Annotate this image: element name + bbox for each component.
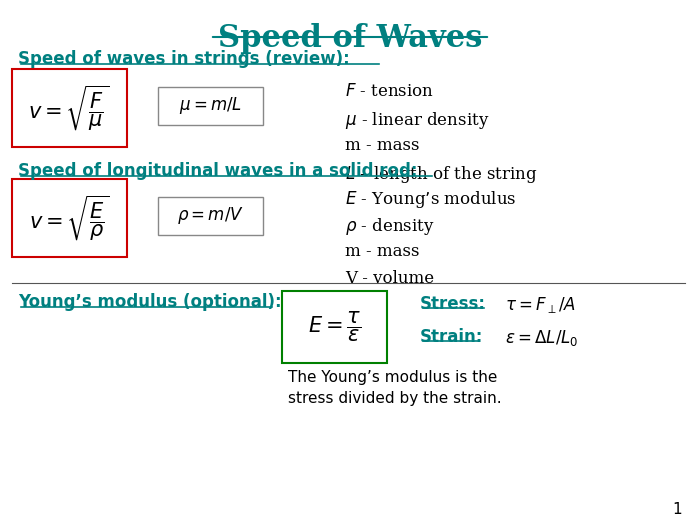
Text: $\rho$ - density: $\rho$ - density [345, 216, 435, 237]
FancyBboxPatch shape [12, 179, 127, 257]
FancyBboxPatch shape [158, 87, 263, 125]
Text: Stress:: Stress: [420, 295, 486, 313]
Text: Speed of waves in strings (review):: Speed of waves in strings (review): [18, 50, 350, 68]
Text: $E = \dfrac{\tau}{\varepsilon}$: $E = \dfrac{\tau}{\varepsilon}$ [308, 310, 361, 344]
FancyBboxPatch shape [158, 197, 263, 235]
Text: Speed of longitudinal waves in a solid rod:: Speed of longitudinal waves in a solid r… [18, 162, 417, 180]
Text: Strain:: Strain: [420, 328, 484, 346]
Text: $E$ - Young’s modulus: $E$ - Young’s modulus [345, 189, 517, 210]
Text: $F$ - tension: $F$ - tension [345, 83, 434, 100]
Text: $v = \sqrt{\dfrac{E}{\rho}}$: $v = \sqrt{\dfrac{E}{\rho}}$ [29, 193, 109, 243]
Text: $\rho = m/V$: $\rho = m/V$ [177, 205, 244, 226]
Text: m - mass: m - mass [345, 243, 419, 260]
Text: V - volume: V - volume [345, 270, 434, 287]
FancyBboxPatch shape [12, 69, 127, 147]
Text: $\tau = F_{\perp}/A$: $\tau = F_{\perp}/A$ [505, 295, 576, 315]
Text: $\mu$ - linear density: $\mu$ - linear density [345, 110, 489, 131]
Text: The Young’s modulus is the
stress divided by the strain.: The Young’s modulus is the stress divide… [288, 370, 502, 406]
FancyBboxPatch shape [282, 291, 387, 363]
Text: $\varepsilon = \Delta L/L_0$: $\varepsilon = \Delta L/L_0$ [505, 328, 578, 348]
Text: m - mass: m - mass [345, 137, 419, 154]
Text: Young’s modulus (optional):: Young’s modulus (optional): [18, 293, 281, 311]
Text: 1: 1 [673, 502, 682, 517]
Text: $v = \sqrt{\dfrac{F}{\mu}}$: $v = \sqrt{\dfrac{F}{\mu}}$ [29, 83, 109, 133]
Text: $L$ – length of the string: $L$ – length of the string [345, 164, 538, 185]
Text: $\mu = m/L$: $\mu = m/L$ [179, 96, 242, 117]
Text: Speed of Waves: Speed of Waves [218, 23, 482, 54]
